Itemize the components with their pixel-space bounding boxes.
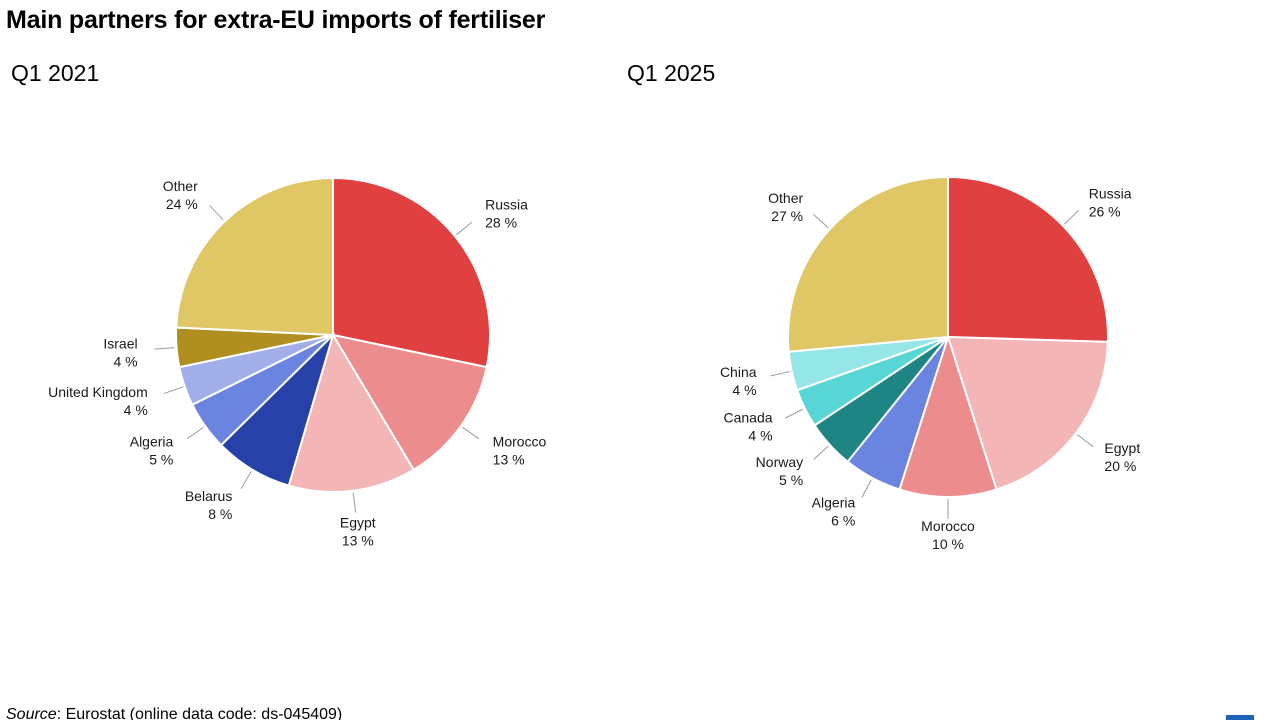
leader-line-russia-q1-2021 <box>456 221 473 236</box>
leader-line-belarus-q1-2021 <box>240 471 252 489</box>
slice-value-belarus-q1-2021: 8 % <box>208 506 232 522</box>
slice-value-other-q1-2021: 24 % <box>166 196 198 212</box>
pie-slice-morocco-q1-2021 <box>330 333 488 472</box>
slice-label-israel-q1-2021: Israel <box>103 336 137 352</box>
slice-label-united-kingdom-q1-2021: United Kingdom <box>48 384 148 400</box>
leader-line-algeria-q1-2025 <box>861 479 872 498</box>
leader-line-morocco-q1-2021 <box>462 426 480 440</box>
leader-line-other-q1-2021 <box>209 205 224 221</box>
leader-line-norway-q1-2025 <box>813 445 829 460</box>
slice-value-united-kingdom-q1-2021: 4 % <box>124 402 148 418</box>
source-separator: : <box>56 706 62 720</box>
leader-line-israel-q1-2021 <box>154 347 175 350</box>
slice-label-other-q1-2021: Other <box>163 178 198 194</box>
source-note: Source: Eurostat (online data code: ds-0… <box>6 706 342 720</box>
pie-slice-other-q1-2025 <box>787 175 949 353</box>
slice-value-israel-q1-2021: 4 % <box>113 354 137 370</box>
brand-logo-mark <box>1226 715 1254 720</box>
leader-line-russia-q1-2025 <box>1063 209 1080 225</box>
source-label: Source <box>6 706 57 720</box>
slice-label-morocco-q1-2025: Morocco <box>921 518 975 534</box>
slice-label-russia-q1-2021: Russia <box>485 196 528 212</box>
leader-line-canada-q1-2025 <box>784 408 804 419</box>
pie-slice-other-q1-2021 <box>175 176 334 337</box>
pie-subtitle-q1-2021: Q1 2021 <box>11 60 100 86</box>
slice-value-china-q1-2025: 4 % <box>732 382 756 398</box>
pie-slice-russia-q1-2025 <box>947 175 1109 343</box>
source-text: Eurostat (online data code: ds-045409) <box>65 706 343 720</box>
slice-value-algeria-q1-2021: 5 % <box>149 452 173 468</box>
leader-line-other-q1-2025 <box>813 214 829 229</box>
leader-line-egypt-q1-2021 <box>352 492 357 513</box>
leader-line-united-kingdom-q1-2021 <box>163 386 183 395</box>
slice-value-other-q1-2025: 27 % <box>771 208 803 224</box>
pie-subtitle-q1-2025: Q1 2025 <box>627 60 716 86</box>
slice-label-canada-q1-2025: Canada <box>724 409 773 425</box>
slice-label-belarus-q1-2021: Belarus <box>185 488 232 504</box>
slice-label-algeria-q1-2021: Algeria <box>130 434 174 450</box>
pie-chart-q1-2025: Russia 26 % Egypt 20 % Morocco 10 % Algeria 6 %… <box>720 175 1140 552</box>
slice-value-morocco-q1-2021: 13 % <box>493 452 525 468</box>
slice-label-morocco-q1-2021: Morocco <box>493 434 547 450</box>
slice-label-algeria-q1-2025: Algeria <box>812 495 856 511</box>
slice-label-egypt-q1-2025: Egypt <box>1104 440 1140 456</box>
chart-title: Main partners for extra-EU imports of fe… <box>6 6 546 34</box>
pie-slice-morocco-q1-2025 <box>898 333 998 498</box>
slice-value-canada-q1-2025: 4 % <box>748 427 772 443</box>
slice-label-russia-q1-2025: Russia <box>1089 186 1132 202</box>
slice-value-russia-q1-2021: 28 % <box>485 214 517 230</box>
slice-label-china-q1-2025: China <box>720 364 757 380</box>
pie-slice-egypt-q1-2025 <box>946 335 1109 491</box>
slice-label-other-q1-2025: Other <box>768 190 803 206</box>
slice-label-norway-q1-2025: Norway <box>756 454 803 470</box>
slice-value-norway-q1-2025: 5 % <box>779 472 803 488</box>
leader-line-algeria-q1-2021 <box>186 426 204 440</box>
slice-value-morocco-q1-2025: 10 % <box>932 536 964 552</box>
pie-slice-russia-q1-2021 <box>332 176 491 369</box>
slice-label-egypt-q1-2021: Egypt <box>340 514 376 530</box>
leader-line-egypt-q1-2025 <box>1076 434 1094 448</box>
slice-value-egypt-q1-2021: 13 % <box>342 532 374 548</box>
leader-line-china-q1-2025 <box>770 371 790 377</box>
slice-value-algeria-q1-2025: 6 % <box>831 513 855 529</box>
slice-value-russia-q1-2025: 26 % <box>1089 204 1121 220</box>
pie-chart-q1-2021: Russia 28 % Morocco 13 % Egypt 13 % Belarus 8 %… <box>48 176 547 548</box>
pie-slice-egypt-q1-2021 <box>287 332 416 493</box>
slice-value-egypt-q1-2025: 20 % <box>1104 458 1136 474</box>
